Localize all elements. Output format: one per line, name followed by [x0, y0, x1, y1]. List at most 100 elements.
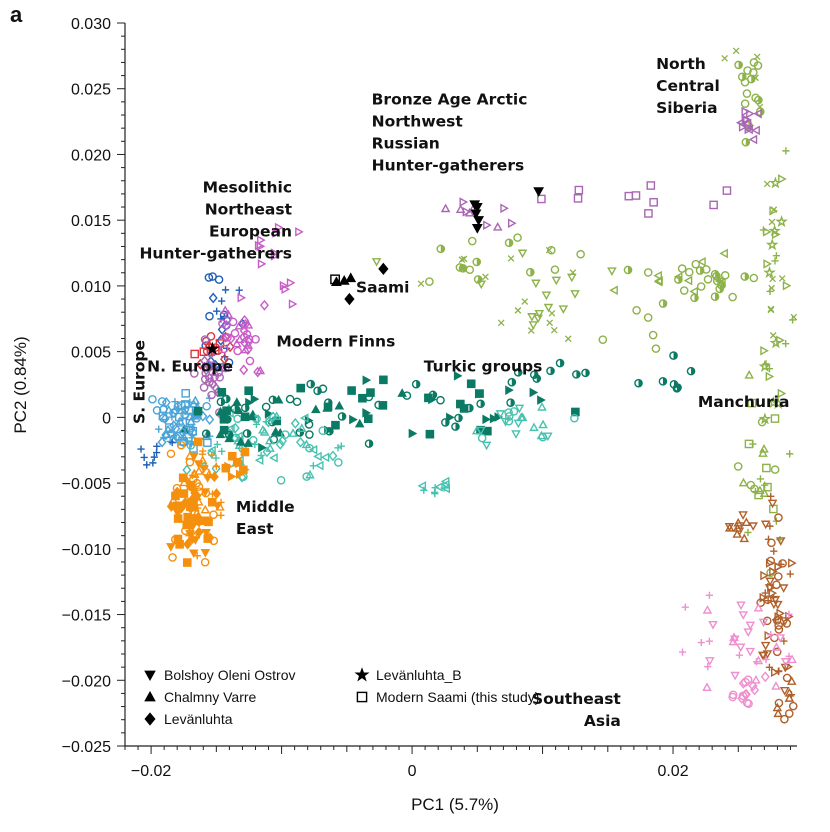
population-point — [245, 356, 255, 366]
cluster-26 — [237, 222, 304, 309]
population-point — [230, 328, 240, 338]
legend: Bolshoy Oleni Ostrov Chalmny Varre Levänlu… — [144, 667, 539, 727]
population-point-half — [478, 275, 482, 284]
population-point — [223, 333, 232, 342]
population-point — [545, 246, 553, 254]
population-point — [728, 292, 737, 302]
population-point — [757, 417, 767, 427]
population-point — [224, 461, 233, 472]
population-point — [745, 621, 756, 631]
population-point — [212, 462, 220, 470]
population-point — [236, 437, 246, 446]
population-point — [166, 449, 176, 459]
population-point-half — [480, 400, 485, 408]
cluster-21 — [148, 389, 215, 453]
population-point — [210, 367, 220, 377]
population-point — [200, 557, 210, 567]
population-point — [302, 472, 311, 481]
population-point — [730, 635, 740, 645]
population-point — [511, 430, 521, 439]
population-point — [703, 275, 713, 284]
population-point — [152, 448, 161, 457]
population-point — [513, 233, 522, 242]
population-point — [788, 558, 797, 568]
population-point — [763, 259, 773, 269]
population-point — [240, 447, 250, 457]
cluster-0 — [721, 47, 765, 147]
population-point — [767, 492, 775, 500]
population-point — [744, 528, 752, 537]
population-point — [774, 612, 784, 622]
population-point — [166, 543, 176, 552]
population-point — [631, 191, 641, 200]
population-point — [755, 485, 765, 495]
population-point-half — [719, 285, 724, 293]
cluster-32 — [193, 387, 257, 447]
population-point — [204, 359, 214, 371]
series-modern-saami-this-study- — [330, 274, 340, 285]
population-point — [308, 444, 318, 455]
population-point — [513, 419, 524, 429]
series-bolshoy-oleni-ostrov — [469, 187, 545, 234]
population-point — [264, 435, 275, 445]
sample-point — [344, 292, 355, 306]
population-point — [192, 534, 201, 542]
population-point — [529, 422, 539, 432]
population-point — [738, 691, 748, 701]
population-point — [268, 411, 278, 423]
population-point — [301, 439, 312, 449]
population-point — [292, 397, 302, 407]
population-point — [541, 291, 552, 301]
population-point — [779, 686, 790, 696]
cluster-31 — [221, 447, 250, 482]
population-point-half — [715, 293, 719, 301]
population-point — [318, 426, 328, 436]
population-point-half — [560, 359, 564, 367]
x-tick-label: −0.02 — [131, 763, 172, 780]
population-point — [471, 425, 482, 435]
population-point-half — [247, 429, 251, 438]
population-point — [227, 471, 237, 482]
population-point-half — [432, 391, 437, 399]
population-point — [186, 416, 196, 426]
cluster-10 — [756, 492, 797, 699]
population-point — [311, 404, 321, 414]
y-tick-label: −0.010 — [62, 542, 111, 559]
population-point — [500, 418, 511, 427]
population-point — [331, 420, 340, 430]
population-point — [697, 638, 705, 647]
cluster-18 — [471, 402, 579, 451]
cluster-1 — [735, 106, 762, 145]
population-point — [190, 395, 201, 405]
population-point — [649, 197, 658, 207]
population-point — [251, 440, 259, 449]
population-point — [199, 383, 209, 392]
population-point — [279, 280, 289, 291]
population-point — [500, 203, 509, 214]
population-point — [420, 486, 428, 494]
population-point — [760, 520, 771, 530]
population-point — [782, 340, 790, 348]
group-label: Middle East — [236, 498, 295, 538]
population-point — [285, 394, 295, 404]
population-point — [765, 577, 775, 587]
population-point — [163, 404, 174, 414]
population-point — [702, 682, 712, 692]
population-point — [209, 471, 219, 483]
population-point — [741, 517, 752, 526]
population-point — [280, 430, 290, 439]
population-point — [205, 377, 214, 387]
population-point — [770, 547, 778, 555]
population-point — [425, 277, 434, 286]
population-point — [733, 462, 743, 471]
population-point — [495, 410, 506, 419]
population-point — [153, 442, 161, 450]
population-point — [763, 482, 772, 492]
population-point — [516, 412, 527, 422]
sample-point — [345, 272, 357, 283]
population-point — [185, 457, 195, 467]
population-point — [754, 490, 763, 500]
population-point — [157, 436, 167, 448]
population-point-half — [342, 412, 346, 421]
population-point — [371, 258, 382, 267]
